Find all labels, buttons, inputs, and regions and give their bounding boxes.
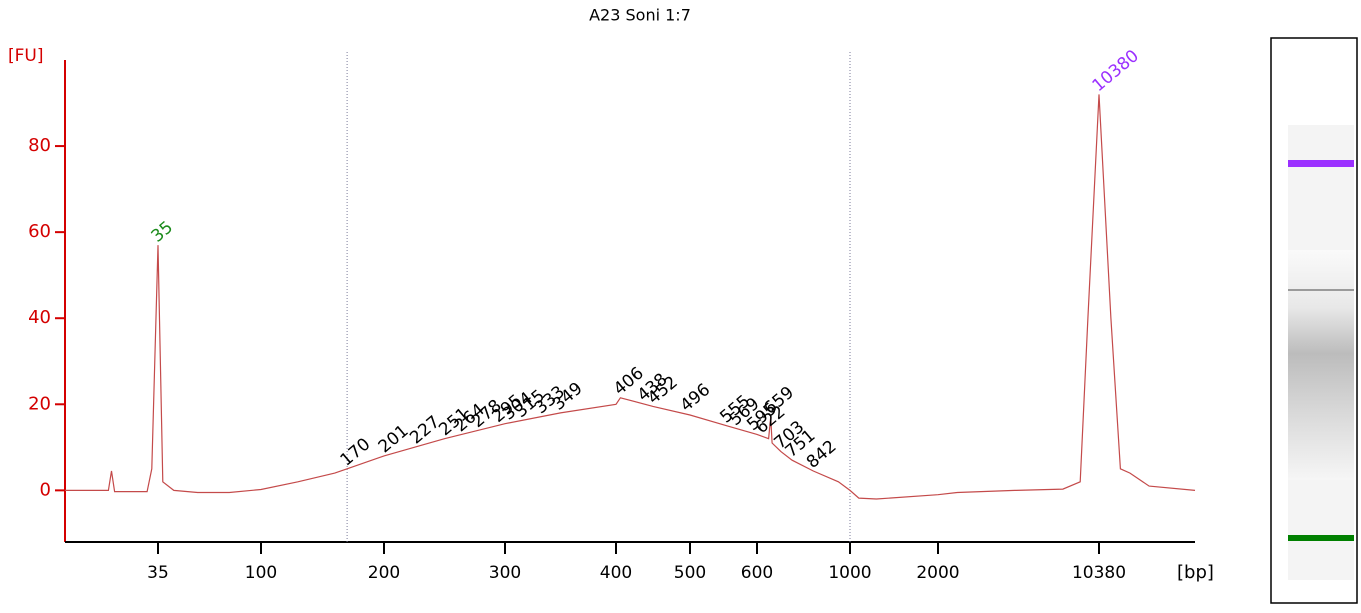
peak-label: 35 [148, 217, 177, 246]
x-tick-label: 10380 [1072, 563, 1126, 583]
x-tick-label: 100 [245, 563, 277, 583]
y-axis-label: [FU] [8, 46, 44, 66]
x-axis-label: [bp] [1177, 562, 1214, 583]
trace [65, 94, 1196, 500]
x-tick-label: 600 [741, 563, 773, 583]
y-tick-label: 20 [28, 393, 51, 414]
peak-label: 496 [677, 380, 715, 416]
y-tick-label: 40 [28, 307, 51, 328]
gel-lane [1270, 37, 1358, 604]
x-tick-label: 300 [489, 563, 521, 583]
peak-label: 10380 [1089, 46, 1143, 96]
y-tick-label: 0 [40, 479, 51, 500]
chart-title: A23 Soni 1:7 [589, 6, 691, 25]
peak-label: 201 [375, 421, 413, 457]
y-tick-label: 80 [28, 135, 51, 156]
peak-label: 170 [337, 434, 375, 470]
x-tick-label: 400 [600, 563, 632, 583]
x-tick-label: 200 [368, 563, 400, 583]
y-tick-label: 60 [28, 221, 51, 242]
x-tick-label: 35 [147, 563, 169, 583]
x-tick-label: 2000 [916, 563, 959, 583]
peak-label: 227 [406, 412, 444, 448]
x-tick-label: 500 [674, 563, 706, 583]
x-tick-label: 1000 [828, 563, 871, 583]
